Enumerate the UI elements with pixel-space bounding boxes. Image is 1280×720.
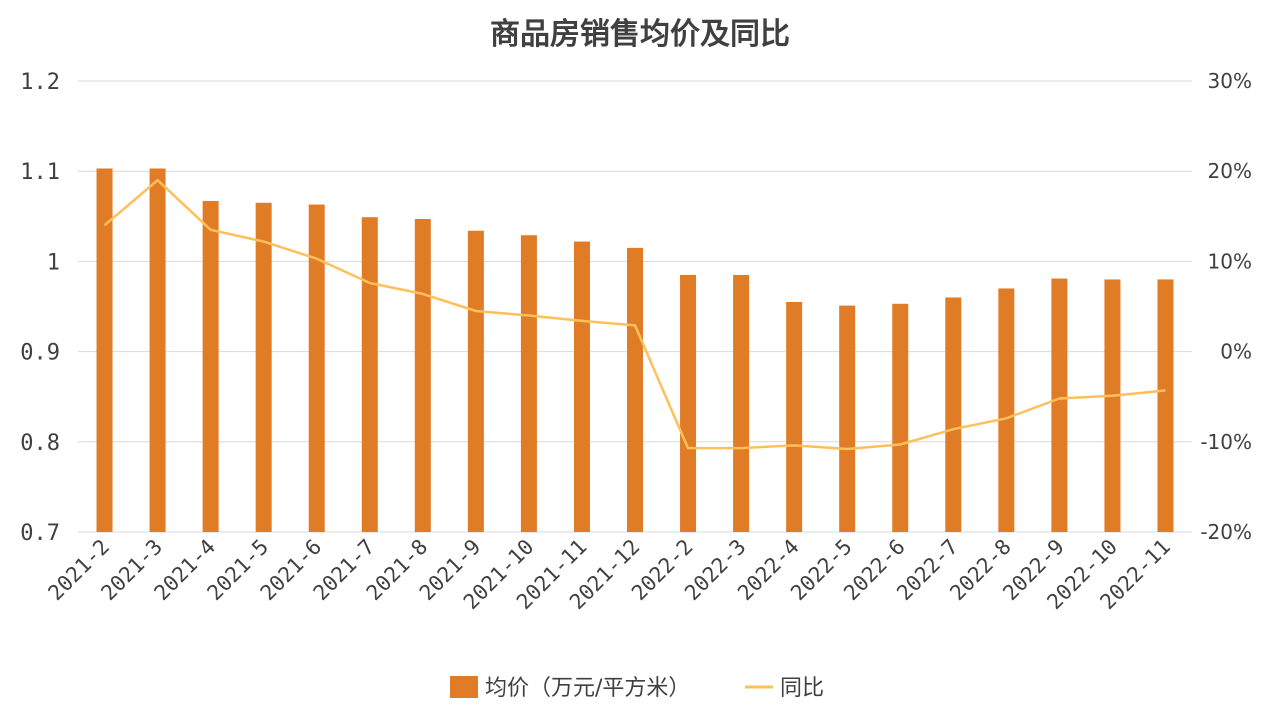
right-tick-label: 30% [1208, 69, 1252, 93]
bar [892, 303, 909, 532]
bar [255, 202, 272, 532]
right-tick-label: 0% [1220, 340, 1252, 364]
x-axis: 2021-22021-32021-42021-52021-62021-72021… [43, 535, 1175, 615]
left-tick-label: 0.9 [20, 341, 60, 366]
legend-swatch-bar [450, 676, 478, 698]
left-tick-label: 1.1 [20, 160, 60, 185]
bar [945, 297, 962, 532]
bar [1157, 279, 1174, 532]
bar [467, 230, 484, 532]
legend: 均价（万元/平方米） 同比 [450, 676, 824, 701]
bar [96, 168, 113, 532]
right-axis: -20% -10% 0% 10% 20% 30% [1200, 69, 1252, 544]
right-tick-label: -20% [1200, 520, 1252, 544]
bar [573, 241, 590, 532]
bar [786, 301, 803, 532]
bar [361, 217, 378, 532]
bar [149, 168, 166, 532]
chart-title: 商品房销售均价及同比 [490, 17, 790, 52]
bar [520, 235, 537, 532]
bar [680, 274, 697, 532]
bar [308, 204, 325, 532]
right-tick-label: 20% [1208, 159, 1252, 183]
bar [839, 305, 856, 532]
bar [627, 247, 643, 532]
bar [1051, 278, 1068, 532]
right-tick-label: 10% [1208, 249, 1252, 273]
bar [733, 274, 750, 532]
left-tick-label: 1 [47, 250, 60, 275]
line-series [103, 178, 1166, 451]
bar [414, 219, 431, 533]
bar [1104, 279, 1121, 532]
left-tick-label: 0.7 [20, 521, 60, 546]
legend-label-bar: 均价（万元/平方米） [485, 676, 690, 701]
bar [202, 200, 219, 532]
legend-label-line: 同比 [780, 676, 824, 701]
left-tick-label: 1.2 [20, 70, 60, 95]
bar-series [96, 168, 1174, 533]
bar [998, 288, 1015, 532]
left-axis: 0.7 0.8 0.9 1 1.1 1.2 [20, 70, 60, 546]
left-tick-label: 0.8 [20, 431, 60, 456]
right-tick-label: -10% [1200, 430, 1252, 454]
